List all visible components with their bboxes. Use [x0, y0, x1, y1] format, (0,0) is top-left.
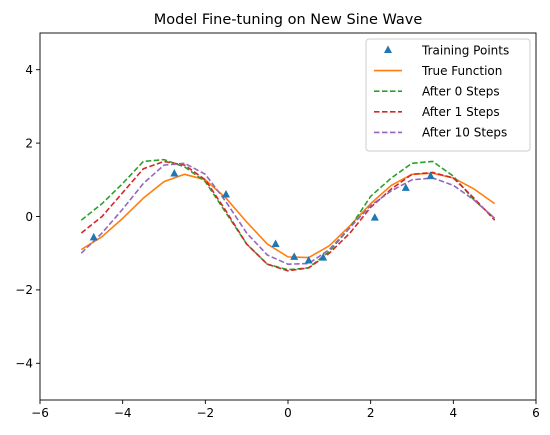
- x-tick-label: −6: [31, 406, 49, 420]
- legend-label-true-function: True Function: [421, 64, 502, 78]
- y-tick-label: 4: [25, 63, 33, 77]
- y-tick-label: −2: [15, 283, 33, 297]
- y-tick-label: 2: [25, 136, 33, 150]
- legend: Training Points True Function After 0 Step…: [365, 38, 531, 152]
- training-point: [370, 213, 379, 221]
- training-point: [271, 239, 280, 248]
- x-tick-label: 4: [450, 406, 458, 420]
- training-point: [290, 252, 299, 260]
- x-tick-label: −2: [196, 406, 214, 420]
- legend-marker-training-points: [384, 45, 392, 53]
- training-point: [222, 189, 230, 198]
- y-tick-label: 0: [25, 210, 33, 224]
- series-line-after-1-steps: [80, 160, 496, 272]
- y-tick-label: −4: [15, 357, 33, 371]
- series-line-after-10-steps: [80, 162, 496, 266]
- training-point: [426, 171, 435, 180]
- training-point: [89, 232, 98, 241]
- x-tick-label: 0: [284, 406, 292, 420]
- x-tick-label: 6: [532, 406, 540, 420]
- series-group: [80, 158, 496, 272]
- legend-label-after-1-steps: After 1 Steps: [422, 105, 500, 119]
- training-point: [401, 183, 410, 191]
- plot-area: [39, 32, 537, 401]
- legend-label-after-0-steps: After 0 Steps: [422, 85, 500, 99]
- axis-ticks: −6 −4 −2 0 2 4 6 −4 −2 0 2 4: [15, 63, 540, 420]
- x-tick-label: −4: [114, 406, 132, 420]
- legend-label-after-10-steps: After 10 Steps: [422, 126, 507, 140]
- series-line-after-0-steps: [80, 158, 496, 271]
- training-point: [170, 169, 179, 177]
- training-point: [319, 253, 328, 261]
- training-point: [304, 256, 313, 264]
- chart-title: Model Fine-tuning on New Sine Wave: [154, 12, 423, 28]
- x-tick-label: 2: [367, 406, 375, 420]
- legend-label-training-points: Training Points: [421, 43, 509, 57]
- legend-box: [365, 38, 531, 152]
